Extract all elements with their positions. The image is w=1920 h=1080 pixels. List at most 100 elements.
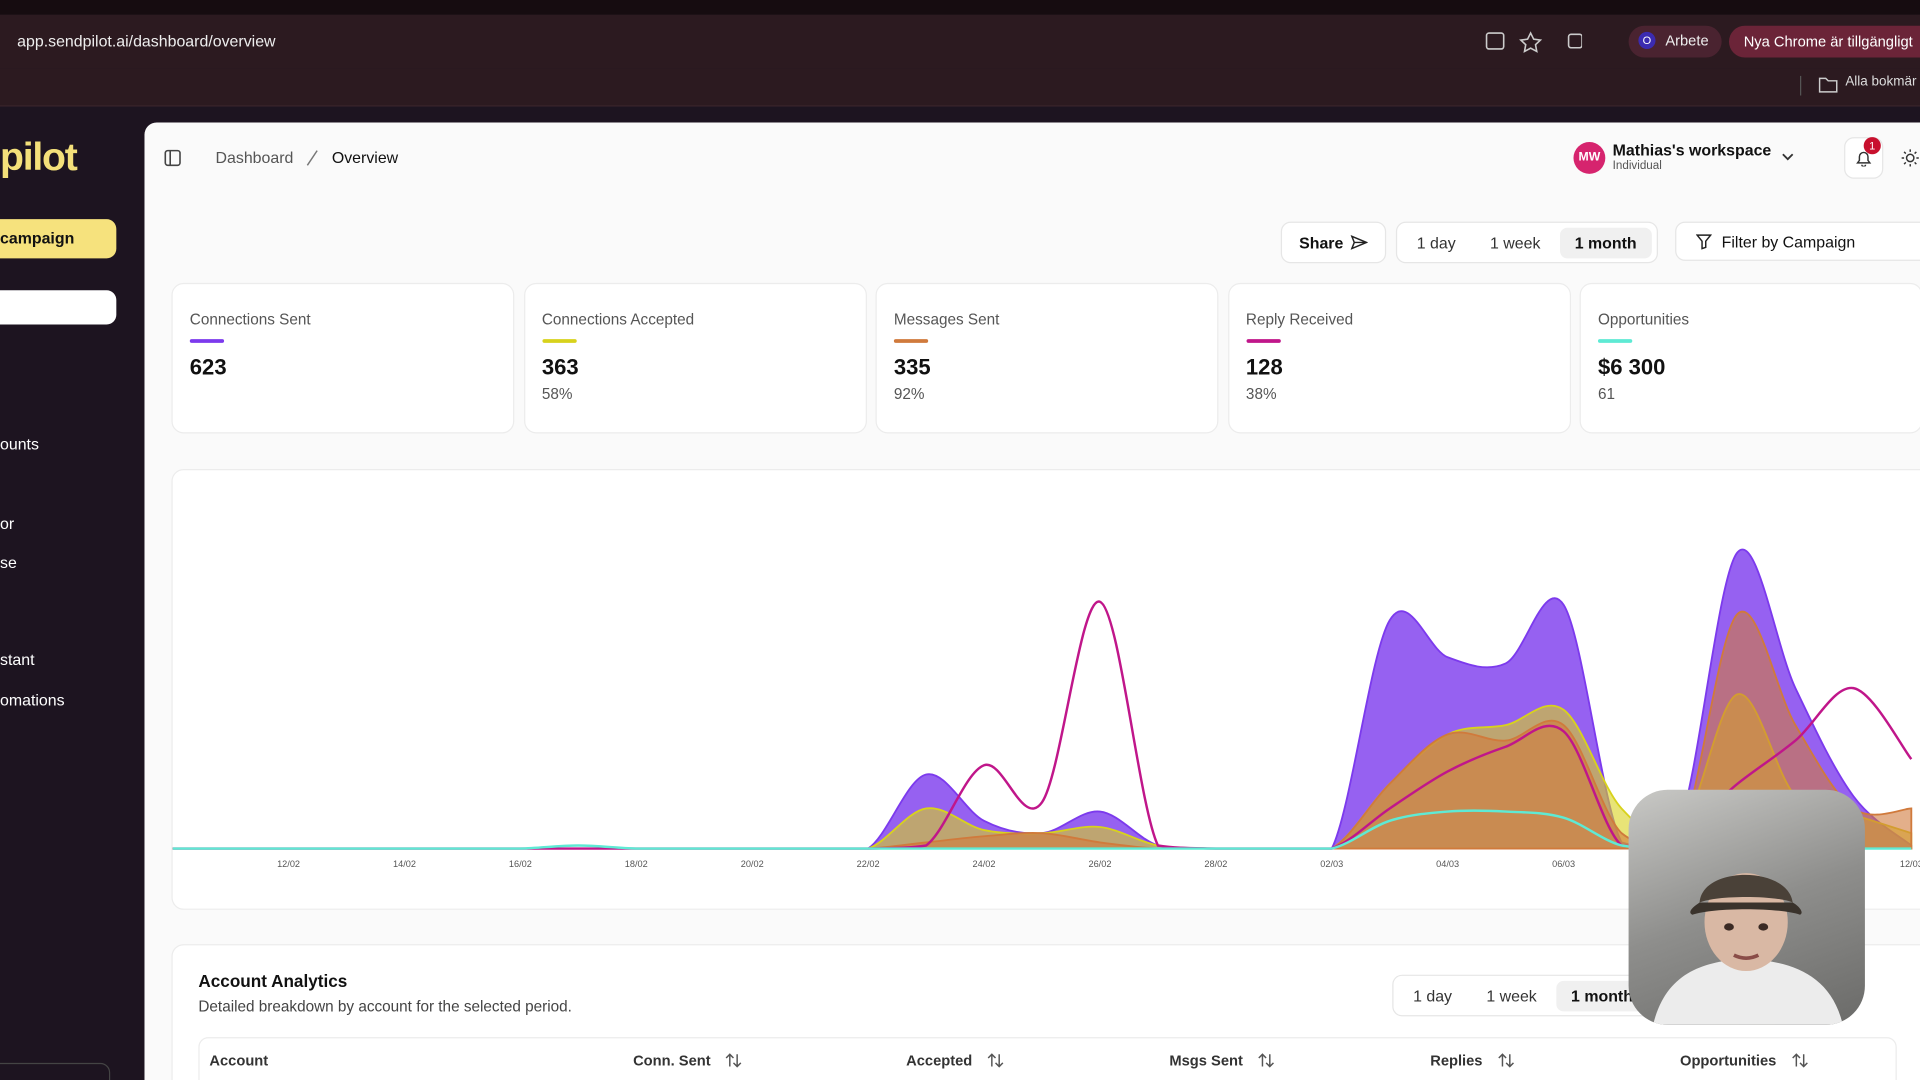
nav-item[interactable]: se	[0, 553, 17, 572]
metric-value: 363	[541, 355, 579, 380]
range-option[interactable]: 1 day	[1416, 233, 1456, 252]
chart-card: 12/02 14/02 16/02 18/02 20/02 22/02 24/02 26/02…	[171, 468, 1920, 910]
workspace-avatar: MW	[1573, 142, 1606, 174]
metric-card: Messages Sent 335 92%	[875, 282, 1219, 434]
sort-icon[interactable]	[987, 1052, 1004, 1069]
nav-item[interactable]: or	[0, 514, 15, 533]
address-bar: app.sendpilot.ai/dashboard/overview O Ar…	[0, 14, 1920, 69]
share-button[interactable]: Share	[1280, 221, 1387, 264]
breadcrumb-link[interactable]: Dashboard	[215, 148, 294, 167]
bell-icon	[1856, 151, 1872, 167]
metric-value: $6 300	[1597, 355, 1666, 380]
nav-item[interactable]: ounts	[0, 434, 39, 454]
range-option[interactable]: 1 day	[1413, 986, 1453, 1005]
sort-icon[interactable]	[1258, 1052, 1275, 1069]
sidebar-toggle[interactable]	[164, 149, 181, 167]
metric-name: Connections Accepted	[541, 311, 695, 329]
x-tick-label: 02/03	[1320, 859, 1343, 869]
nav-item[interactable]: stant	[0, 650, 35, 669]
x-tick-label: 18/02	[625, 859, 648, 869]
column-header[interactable]: Opportunities	[1680, 1051, 1777, 1069]
metric-swatch	[893, 339, 929, 343]
range-selector: 1 day 1 week 1 month	[1392, 974, 1654, 1017]
share-label: Share	[1299, 233, 1344, 252]
x-tick-label: 28/02	[1204, 859, 1227, 869]
browser-icons	[1485, 31, 1583, 53]
x-tick-label: 26/02	[1088, 859, 1111, 869]
separator	[1800, 75, 1802, 96]
x-tick-label: 06/03	[1552, 859, 1575, 869]
metric-card: Connections Accepted 363 58%	[523, 282, 867, 434]
notifications-button[interactable]: 1	[1844, 137, 1884, 179]
metric-name: Connections Sent	[189, 311, 311, 329]
sidebar-footer[interactable]	[0, 1062, 111, 1080]
column-header[interactable]: Replies	[1430, 1051, 1483, 1069]
table-title: Account Analytics	[198, 971, 348, 991]
range-selector: 1 day 1 week 1 month	[1395, 221, 1658, 264]
x-tick-label: 24/02	[973, 859, 996, 869]
profile-chip[interactable]: O Arbete	[1628, 25, 1722, 58]
theme-icon[interactable]	[1900, 148, 1920, 168]
filter-icon	[1695, 233, 1712, 249]
send-icon	[1350, 235, 1368, 250]
breadcrumb-separator	[306, 150, 318, 166]
metric-sub: 61	[1597, 385, 1616, 403]
x-tick-label: 22/02	[857, 859, 880, 869]
table-card: Account Analytics Detailed breakdown by …	[171, 944, 1920, 1080]
metric-value: 128	[1245, 355, 1283, 380]
metric-swatch	[541, 339, 577, 343]
metric-card: Opportunities $6 300 61	[1579, 282, 1920, 434]
metric-value: 623	[189, 355, 227, 380]
range-option[interactable]: 1 week	[1486, 986, 1537, 1005]
sort-icon[interactable]	[1791, 1052, 1808, 1069]
metric-sub: 92%	[893, 385, 925, 403]
search-box[interactable]	[0, 290, 117, 325]
sort-icon[interactable]	[1498, 1052, 1515, 1069]
webcam-overlay	[1628, 789, 1865, 1025]
column-header[interactable]: Account	[209, 1051, 269, 1069]
x-tick-label: 12/03	[1900, 859, 1920, 869]
column-header[interactable]: Accepted	[906, 1051, 973, 1069]
table-subtitle: Detailed breakdown by account for the se…	[198, 997, 572, 1016]
bookmarks-folder[interactable]: Alla bokmär	[1845, 74, 1917, 90]
x-tick-label: 16/02	[509, 859, 532, 869]
nav-item[interactable]: omations	[0, 690, 65, 709]
x-tick-label: 14/02	[393, 859, 416, 869]
logo: pilot	[0, 134, 78, 179]
metric-name: Opportunities	[1597, 311, 1690, 329]
breadcrumb-current: Overview	[331, 148, 399, 167]
bookmarks-bar: Alla bokmär	[0, 68, 1920, 107]
x-tick-label: 20/02	[741, 859, 764, 869]
workspace-plan: Individual	[1612, 159, 1662, 173]
sort-icon[interactable]	[725, 1052, 742, 1069]
folder-icon	[1818, 77, 1838, 93]
metric-value: 335	[893, 355, 931, 380]
filter-button[interactable]: Filter by Campaign	[1675, 221, 1920, 261]
chevron[interactable]	[1780, 151, 1795, 163]
metric-name: Messages Sent	[893, 311, 1000, 329]
table-header: Account Conn. Sent Accepted Msgs Sent Replie…	[198, 1037, 1897, 1080]
line	[172, 809, 1912, 850]
range-option[interactable]: 1 month	[1560, 227, 1652, 258]
column-header[interactable]: Conn. Sent	[633, 1051, 711, 1069]
metric-swatch	[189, 339, 225, 343]
update-chip[interactable]: Nya Chrome är tillgängligt	[1728, 25, 1920, 58]
metric-name: Reply Received	[1245, 311, 1354, 329]
metric-sub: 38%	[1245, 385, 1277, 403]
webcam-person	[1653, 873, 1843, 1025]
url[interactable]: app.sendpilot.ai/dashboard/overview	[17, 31, 276, 51]
metric-swatch	[1245, 339, 1281, 343]
metric-swatch	[1597, 339, 1633, 343]
tab-strip	[0, 0, 1920, 15]
new-campaign-button[interactable]: campaign	[0, 219, 117, 259]
filter-label: Filter by Campaign	[1721, 232, 1856, 251]
profile-avatar: O	[1638, 31, 1656, 49]
x-tick-label: 04/03	[1436, 859, 1459, 869]
workspace-name[interactable]: Mathias's workspace	[1612, 140, 1772, 160]
column-header[interactable]: Msgs Sent	[1169, 1051, 1243, 1069]
profile-name: Arbete	[1665, 31, 1709, 49]
metric-card: Reply Received 128 38%	[1227, 282, 1571, 434]
range-option[interactable]: 1 week	[1489, 233, 1541, 252]
